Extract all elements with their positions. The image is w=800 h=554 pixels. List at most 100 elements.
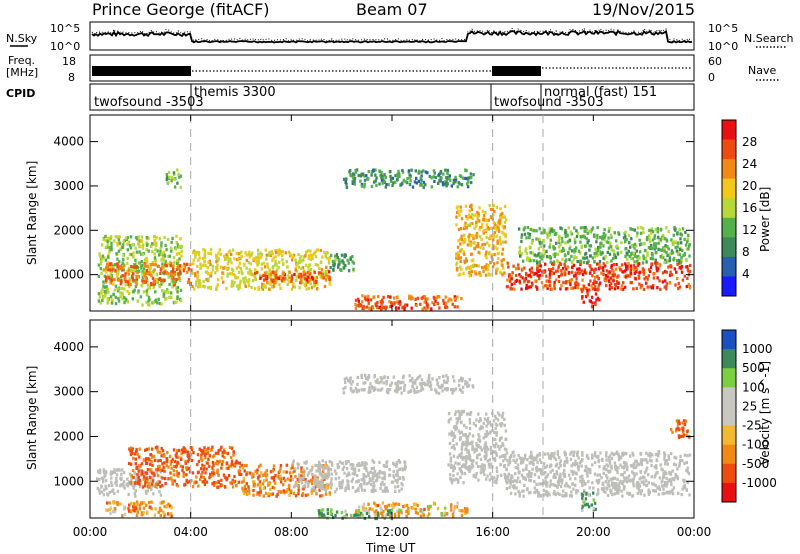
velocity-cell xyxy=(247,488,251,492)
power-cell xyxy=(274,249,277,253)
power-cell xyxy=(576,267,579,271)
velocity-cell xyxy=(605,454,608,458)
velocity-cell xyxy=(291,471,295,475)
power-cell xyxy=(176,181,179,185)
power-cell xyxy=(545,274,548,278)
power-y-tick-label: 3000 xyxy=(53,179,84,193)
velocity-cell xyxy=(102,468,106,472)
velocity-cell xyxy=(440,512,443,516)
velocity-cell xyxy=(453,435,456,439)
power-cell xyxy=(448,177,451,181)
velocity-cell xyxy=(201,470,204,475)
velocity-cell xyxy=(177,474,180,478)
velocity-cell xyxy=(319,481,322,485)
power-cell xyxy=(473,213,476,217)
power-cell xyxy=(106,268,109,272)
power-cell xyxy=(161,289,164,293)
power-cell xyxy=(503,204,507,208)
power-cell xyxy=(167,262,170,266)
power-cell xyxy=(652,242,656,246)
velocity-cell xyxy=(158,506,162,510)
velocity-cell xyxy=(465,434,468,439)
velocity-cell xyxy=(394,489,397,493)
power-cell xyxy=(272,284,276,288)
power-cell xyxy=(295,269,299,273)
velocity-cell xyxy=(166,457,169,461)
power-cell xyxy=(460,248,463,252)
power-cell xyxy=(488,204,491,208)
velocity-cell xyxy=(245,473,248,477)
velocity-cell xyxy=(632,453,635,457)
power-cell xyxy=(424,298,427,302)
velocity-cell xyxy=(317,509,321,513)
power-cell xyxy=(641,261,645,265)
velocity-cell xyxy=(190,479,193,483)
velocity-cell xyxy=(598,465,601,469)
power-cell xyxy=(659,237,663,242)
power-cell xyxy=(442,298,445,302)
power-cell xyxy=(620,263,624,267)
power-cell xyxy=(495,234,499,238)
power-cell xyxy=(259,276,262,280)
velocity-cell xyxy=(135,466,139,470)
velocity-cell xyxy=(175,470,178,474)
power-cell xyxy=(506,261,509,265)
power-cell xyxy=(141,246,145,250)
power-cell xyxy=(568,258,571,262)
velocity-cell xyxy=(160,468,164,472)
power-cell xyxy=(230,284,233,288)
velocity-cell xyxy=(477,464,480,469)
freq-label: Freq. xyxy=(8,54,35,67)
power-cell xyxy=(370,184,374,188)
power-cell xyxy=(217,257,220,261)
velocity-cell xyxy=(238,461,241,465)
power-cell xyxy=(158,301,162,306)
power-cell xyxy=(357,299,360,303)
power-cell xyxy=(98,295,102,299)
velocity-cell xyxy=(634,459,637,463)
power-cell xyxy=(228,249,232,253)
power-cell xyxy=(406,177,409,181)
velocity-cell xyxy=(485,454,488,458)
power-cell xyxy=(441,181,445,185)
power-cell xyxy=(595,254,599,258)
power-cell xyxy=(153,268,156,272)
velocity-cell xyxy=(296,462,299,466)
velocity-cell xyxy=(208,476,211,480)
velocity-cell xyxy=(240,472,243,476)
power-cell xyxy=(116,265,119,269)
power-cell xyxy=(629,272,633,276)
power-cell xyxy=(116,241,119,245)
velocity-cell xyxy=(264,491,268,495)
velocity-cell xyxy=(318,511,321,515)
power-cell xyxy=(163,254,167,258)
velocity-cell xyxy=(484,441,488,445)
power-cell xyxy=(428,174,432,178)
velocity-cell xyxy=(506,459,509,463)
power-cell xyxy=(444,301,447,305)
velocity-cell xyxy=(501,454,504,458)
power-cell xyxy=(301,266,305,270)
power-cell xyxy=(186,262,189,266)
power-cell xyxy=(268,287,271,292)
power-cell xyxy=(543,244,546,248)
velocity-cell xyxy=(400,487,403,491)
power-cell xyxy=(656,261,659,265)
power-cell xyxy=(271,270,275,274)
power-cell xyxy=(359,179,362,183)
velocity-cell xyxy=(507,479,511,483)
power-cell xyxy=(518,281,522,285)
velocity-cell xyxy=(662,484,665,488)
power-cell xyxy=(118,260,121,264)
power-cell xyxy=(470,252,473,256)
power-cell xyxy=(183,262,186,266)
velocity-cell xyxy=(353,470,357,474)
power-cell xyxy=(255,260,258,264)
power-cell xyxy=(222,280,225,284)
velocity-cell xyxy=(360,462,363,466)
power-cell xyxy=(503,232,507,236)
power-cell xyxy=(274,278,277,282)
velocity-cell xyxy=(617,466,620,470)
power-cell xyxy=(574,271,577,275)
velocity-cell xyxy=(326,482,329,486)
